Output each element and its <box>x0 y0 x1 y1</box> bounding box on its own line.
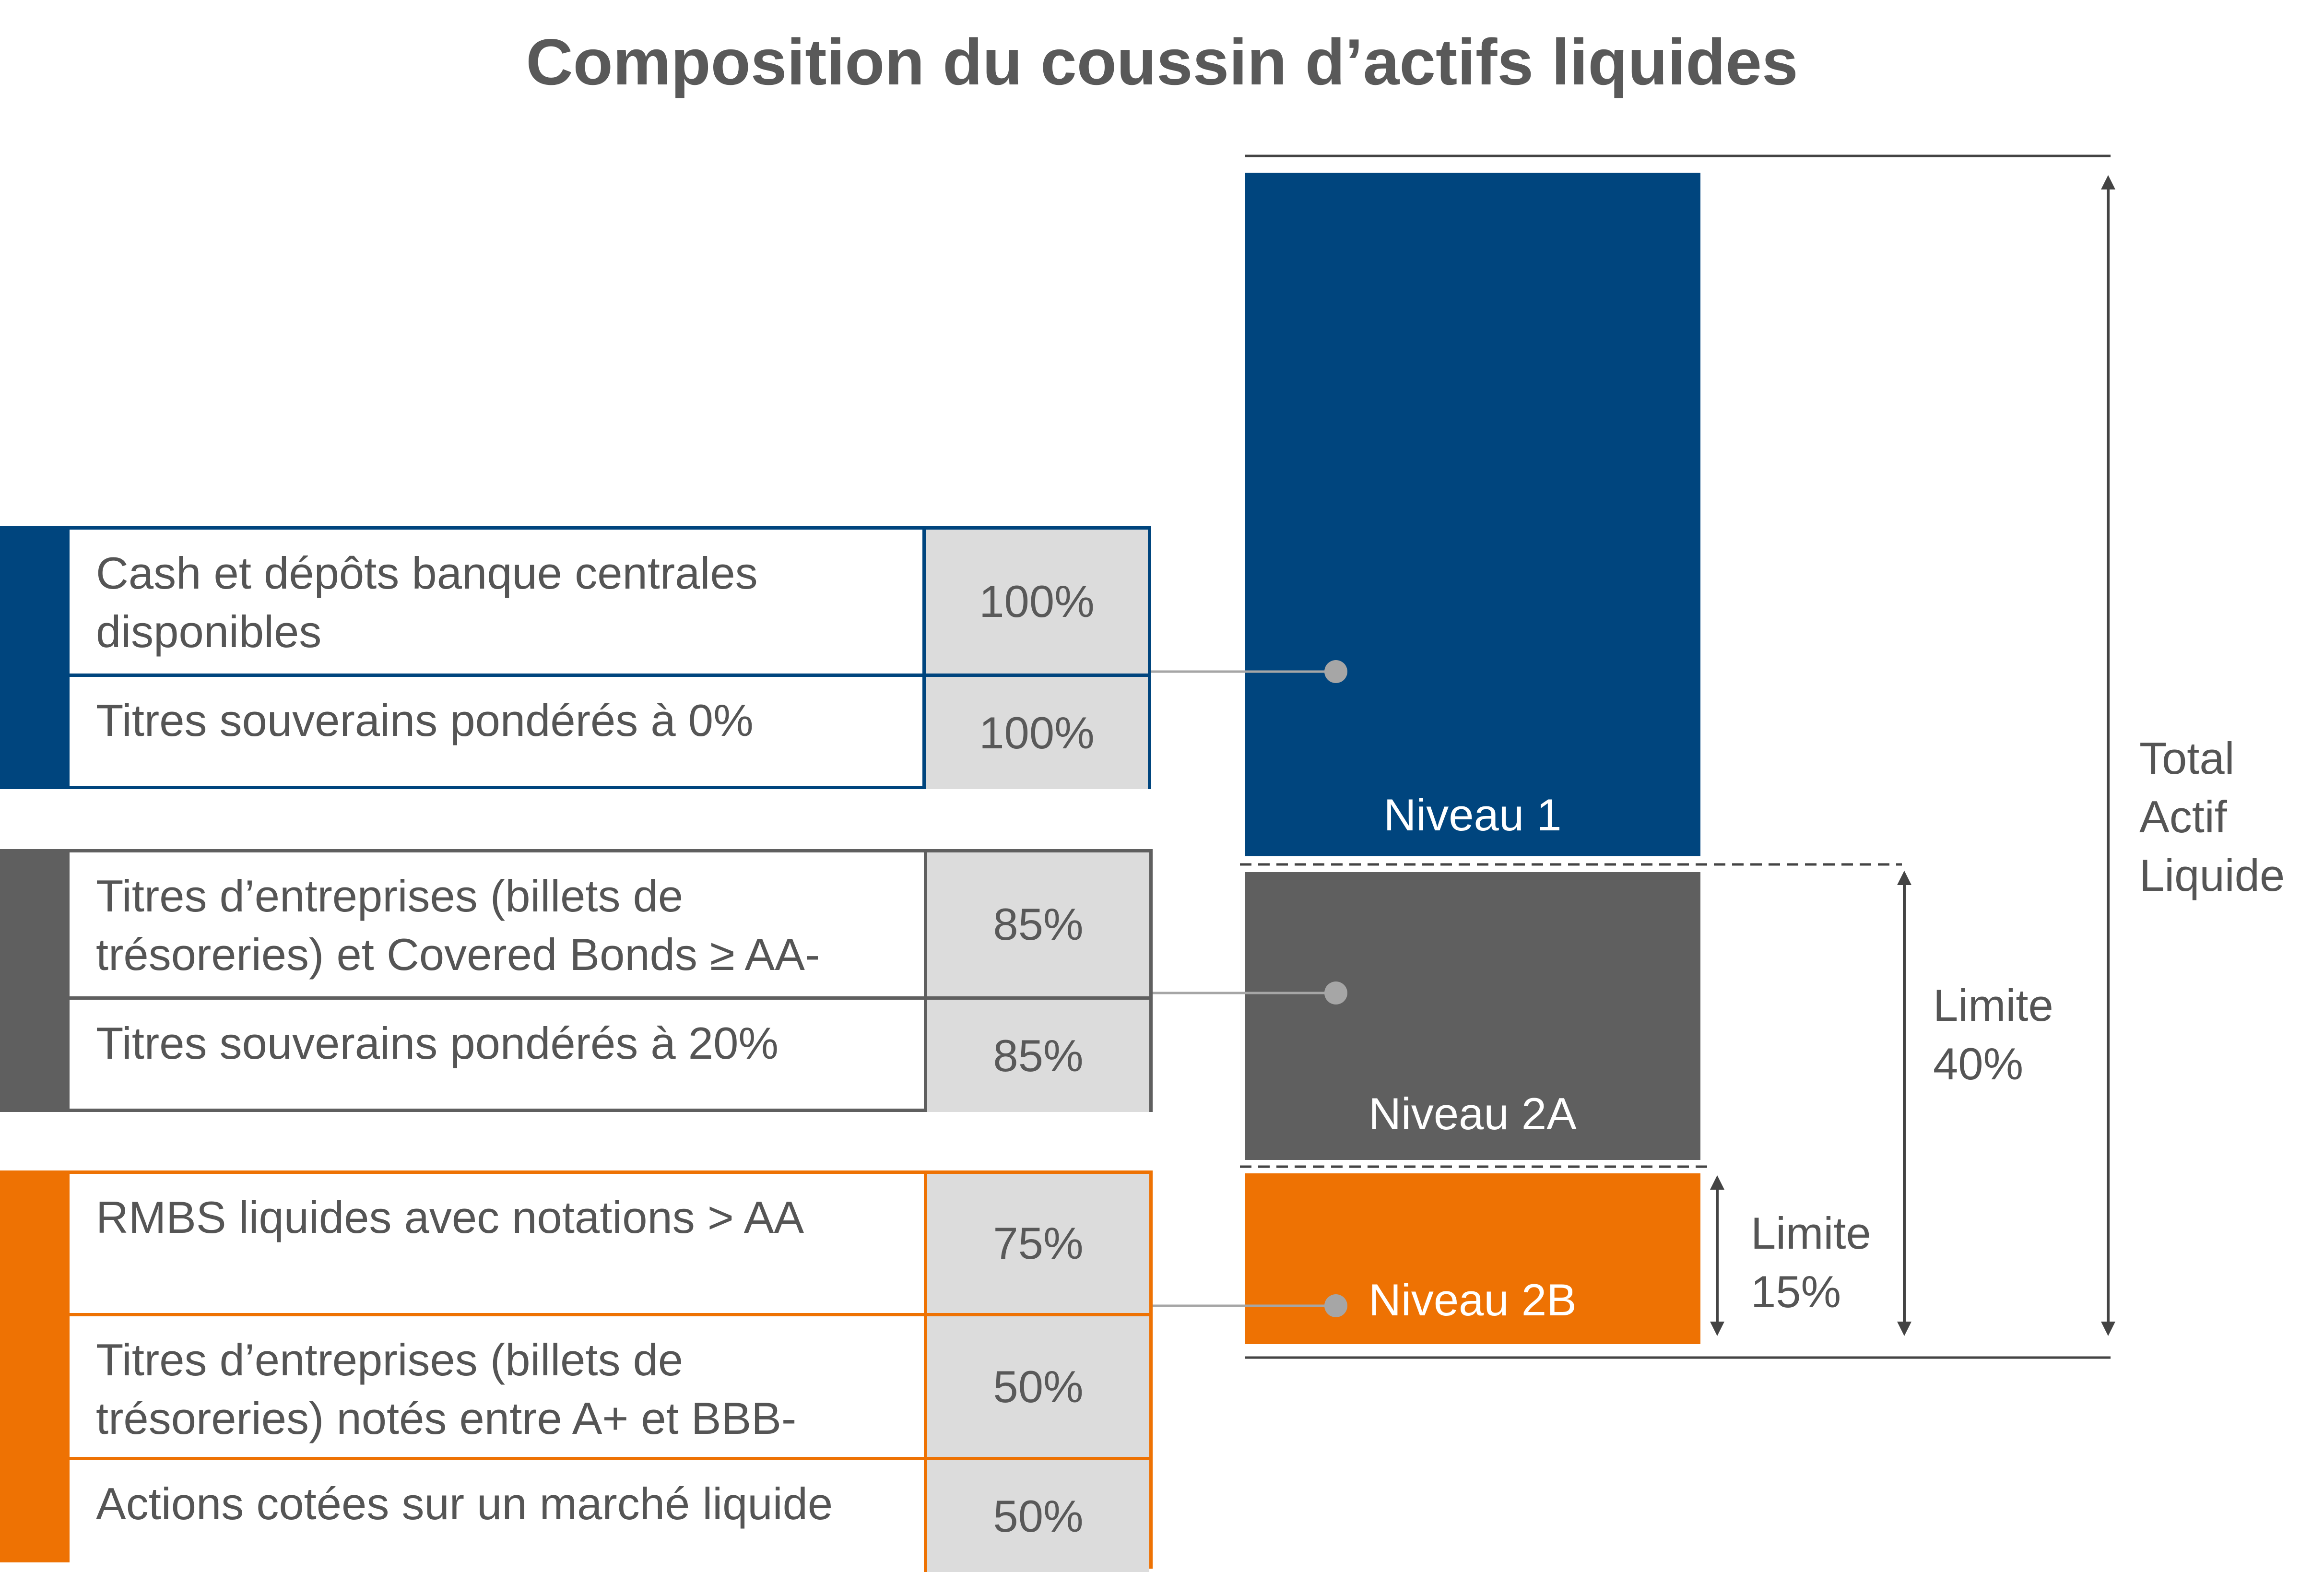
niveau2a-bar-label: Niveau 2A <box>1368 1088 1577 1139</box>
niveau2a-stripe <box>0 849 70 1112</box>
limit-40-annotation: Limite 40% <box>1933 980 2053 1089</box>
connector-dot <box>1324 660 1347 683</box>
table-row: RMBS liquides avec notations > AA 75% <box>70 1174 1149 1313</box>
row-percentage: 50% <box>924 1316 1149 1457</box>
niveau2b-bar-label: Niveau 2B <box>1368 1275 1577 1325</box>
row-percentage: 75% <box>924 1174 1149 1313</box>
row-percentage: 85% <box>924 1000 1149 1112</box>
row-label: Titres souverains pondérés à 20% <box>96 1018 779 1068</box>
niveau2a-bar: Niveau 2A <box>1245 872 1700 1160</box>
table-row: Cash et dépôts banque centrales disponib… <box>70 530 1148 674</box>
row-label: RMBS liquides avec notations > AA <box>96 1192 804 1242</box>
table-row: Titres souverains pondérés à 0% 100% <box>70 674 1148 789</box>
row-label: Cash et dépôts banque centrales disponib… <box>96 548 758 657</box>
table-row: Titres d’entreprises (billets de trésore… <box>70 1313 1149 1457</box>
total-annotation: Total Actif Liquide <box>2139 733 2285 900</box>
niveau1-bar: Niveau 1 <box>1245 173 1700 856</box>
row-label: Titres d’entreprises (billets de trésore… <box>96 871 820 980</box>
niveau2b-table: RMBS liquides avec notations > AA 75% Ti… <box>0 1170 1153 1572</box>
table-row: Titres souverains pondérés à 20% 85% <box>70 996 1149 1112</box>
connector-dot <box>1324 1294 1347 1317</box>
niveau1-table: Cash et dépôts banque centrales disponib… <box>0 526 1151 789</box>
niveau2a-table: Titres d’entreprises (billets de trésore… <box>0 849 1153 1112</box>
niveau2b-bar: Niveau 2B <box>1245 1173 1700 1344</box>
row-percentage: 50% <box>924 1460 1149 1572</box>
niveau1-stripe <box>0 526 70 789</box>
connector-dot <box>1324 981 1347 1005</box>
niveau1-bar-label: Niveau 1 <box>1383 790 1562 840</box>
limit-15-annotation: Limite 15% <box>1751 1208 1871 1317</box>
table-row: Titres d’entreprises (billets de trésore… <box>70 852 1149 996</box>
row-label: Titres souverains pondérés à 0% <box>96 695 754 745</box>
row-label: Actions cotées sur un marché liquide <box>96 1478 833 1529</box>
niveau2b-stripe <box>0 1170 70 1562</box>
row-percentage: 100% <box>922 530 1148 674</box>
chart-title: Composition du coussin d’actifs liquides <box>526 25 1798 98</box>
table-row: Actions cotées sur un marché liquide 50% <box>70 1457 1149 1572</box>
row-label: Titres d’entreprises (billets de trésore… <box>96 1335 797 1443</box>
row-percentage: 100% <box>922 677 1148 789</box>
row-percentage: 85% <box>924 852 1149 996</box>
